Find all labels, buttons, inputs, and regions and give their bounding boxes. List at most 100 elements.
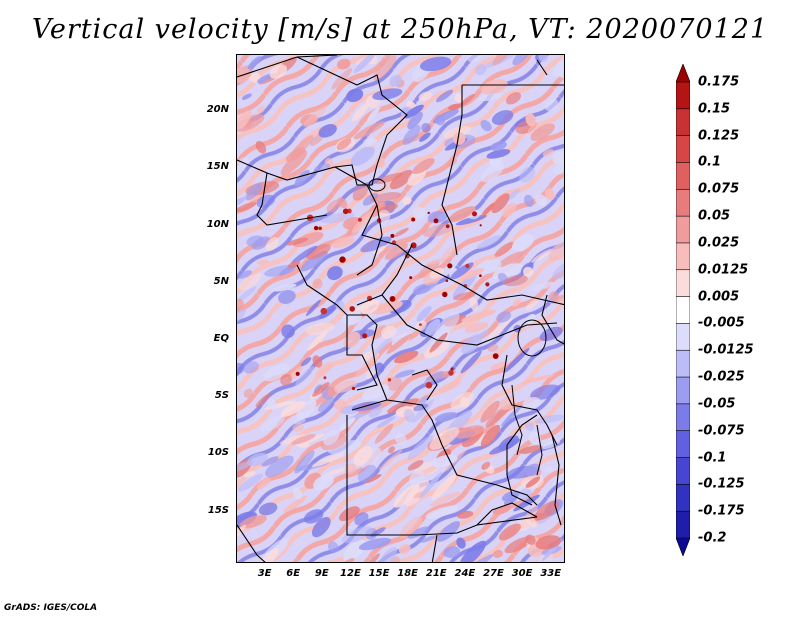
field-cell (460, 350, 482, 374)
colorbar-swatch (676, 403, 690, 432)
strong-updraft-cell (387, 378, 392, 382)
colorbar-tick-label: -0.175 (698, 503, 745, 519)
field-cell (237, 473, 264, 492)
field-cell (425, 505, 459, 519)
lon-label: 33E (540, 568, 562, 579)
field-cell (548, 291, 560, 301)
field-cell (427, 211, 448, 224)
field-cell (331, 236, 355, 248)
field-cell (294, 170, 310, 187)
colorbar-swatch (676, 349, 690, 378)
field-cell (512, 298, 522, 308)
field-cell (420, 535, 437, 543)
field-cell (334, 380, 358, 393)
field-cell (534, 500, 559, 521)
field-cell (522, 266, 534, 277)
field-cell (344, 463, 357, 475)
field-cell (379, 546, 398, 562)
field-cell (413, 283, 436, 296)
field-cell (530, 384, 561, 400)
field-cell (545, 98, 559, 112)
field-cell (450, 392, 474, 410)
field-cell (503, 347, 530, 374)
field-cell (507, 188, 520, 201)
field-cell (307, 330, 328, 351)
field-cell (360, 236, 392, 253)
field-cell (286, 237, 309, 246)
field-cell (305, 244, 331, 260)
strong-updraft-cell (320, 307, 328, 315)
field-cell (431, 474, 456, 500)
strong-updraft-cell (349, 306, 355, 312)
field-cell (237, 202, 257, 213)
colorbar-swatch (676, 323, 690, 352)
field-cell (456, 537, 466, 549)
field-cell (318, 397, 334, 412)
field-cell (249, 72, 261, 83)
field-cell (333, 399, 346, 410)
field-cell (429, 491, 461, 507)
field-cell (279, 434, 308, 445)
colorbar-tick-label: -0.1 (698, 450, 727, 466)
field-cell (459, 540, 487, 562)
field-cell (501, 491, 517, 502)
field-cell (371, 324, 387, 340)
field-cell (358, 537, 392, 551)
field-cell (520, 374, 554, 384)
lon-label: 15E (368, 568, 390, 579)
strong-updraft-cell (295, 371, 300, 376)
field-cell (280, 373, 292, 386)
field-cell (461, 309, 496, 322)
field-cell (535, 535, 562, 550)
field-cell (413, 403, 429, 412)
field-cell (343, 331, 361, 349)
field-cell (368, 405, 383, 418)
lon-label: 12E (340, 568, 361, 579)
strong-updraft-cell (419, 323, 422, 326)
strong-updraft-cell (362, 333, 368, 339)
field-cell (526, 516, 537, 528)
field-cell (519, 166, 536, 183)
field-cell (370, 300, 403, 315)
field-cell (381, 325, 397, 339)
field-cell (295, 366, 314, 386)
field-cell (525, 422, 535, 431)
field-cell (389, 169, 413, 190)
colorbar-swatch (676, 537, 690, 556)
strong-updraft-cell (448, 370, 454, 376)
strong-updraft-cell (479, 224, 482, 227)
field-cell (394, 369, 415, 378)
field-cell (335, 300, 345, 311)
field-cell (287, 260, 301, 269)
field-cell (501, 404, 523, 427)
lon-label: 24E (454, 568, 476, 579)
field-cell (265, 455, 294, 477)
field-cell (238, 270, 253, 279)
field-cell (506, 92, 521, 105)
field-cell (412, 206, 426, 220)
field-cell (539, 326, 563, 342)
field-cell (360, 447, 381, 469)
strong-updraft-cell (445, 279, 449, 282)
field-cell (528, 431, 541, 445)
field-cell (399, 516, 423, 539)
field-cell (285, 147, 306, 162)
field-cell (261, 456, 279, 467)
field-cell (408, 470, 425, 486)
field-cell (525, 463, 541, 477)
field-cell (245, 183, 263, 201)
field-cell (481, 202, 495, 217)
field-cell (422, 223, 454, 238)
field-cell (455, 214, 487, 226)
colorbar-tick-label: 0.1 (698, 154, 722, 170)
strong-updraft-cell (433, 218, 439, 224)
field-cell (502, 274, 528, 287)
field-cell (320, 212, 355, 224)
field-cell (497, 251, 524, 268)
colorbar-tick-label: -0.005 (698, 315, 745, 331)
field-cell (243, 388, 253, 398)
field-cell (478, 93, 503, 102)
field-cell (280, 150, 308, 176)
field-cell (419, 471, 443, 499)
field-cell (414, 320, 427, 332)
